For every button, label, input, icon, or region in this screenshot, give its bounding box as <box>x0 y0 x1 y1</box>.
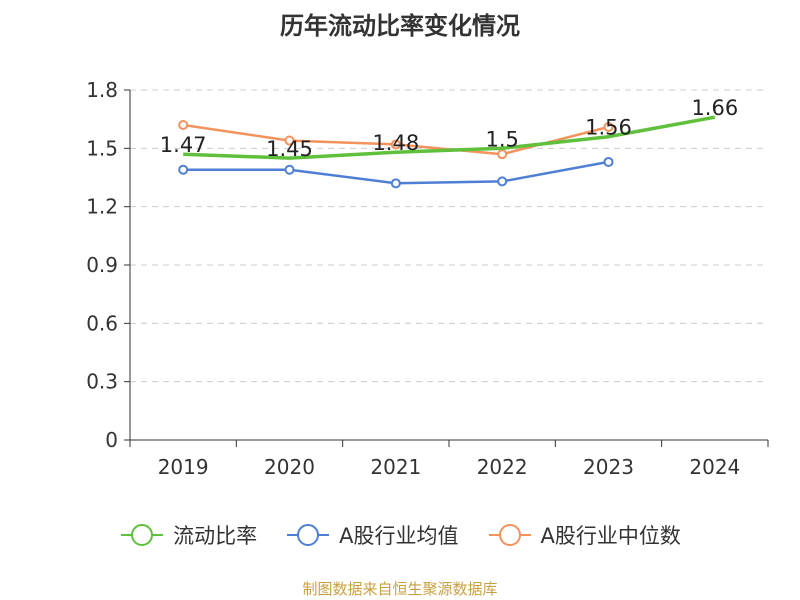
legend-swatch-industry-median <box>488 524 531 546</box>
series-2-point-2020 <box>284 135 295 146</box>
x-tick-label-2020: 2020 <box>264 455 315 479</box>
legend: 流动比率 A股行业均值 A股行业中位数 <box>0 520 800 550</box>
data-label-2024: 1.66 <box>691 96 738 120</box>
series-2-point-2021 <box>390 139 401 150</box>
x-tick-label-2019: 2019 <box>158 455 209 479</box>
source-note: 制图数据来自恒生聚源数据库 <box>302 580 498 598</box>
x-tick-label-2023: 2023 <box>583 455 634 479</box>
y-tick-label-6: 1.8 <box>86 78 118 102</box>
data-label-2019: 1.47 <box>160 133 207 157</box>
legend-swatch-industry-mean <box>287 524 330 546</box>
legend-label-industry-mean: A股行业均值 <box>339 524 459 548</box>
y-tick-label-3: 0.9 <box>86 253 118 277</box>
series-2-point-2019 <box>178 120 189 130</box>
legend-item-current-ratio[interactable]: 流动比率 <box>119 520 257 550</box>
data-label-2023: 1.56 <box>585 116 632 140</box>
y-tick-label-2: 0.6 <box>86 311 118 335</box>
y-tick-label-5: 1.5 <box>86 136 118 160</box>
chart-title: 历年流动比率变化情况 <box>280 12 520 40</box>
legend-swatch-current-ratio <box>121 524 164 546</box>
series-2-point-2022 <box>497 149 508 160</box>
series-1-point-2023 <box>603 156 614 167</box>
data-label-2022: 1.5 <box>485 127 518 151</box>
series-2-point-2023 <box>603 121 614 132</box>
data-label-2021: 1.48 <box>372 131 419 155</box>
y-tick-label-0: 0 <box>105 428 118 452</box>
legend-item-industry-median[interactable]: A股行业中位数 <box>487 520 681 550</box>
series-1-point-2020 <box>284 164 295 175</box>
series-1-point-2021 <box>390 178 401 189</box>
series-1-point-2019 <box>178 164 189 175</box>
series-line-0 <box>183 115 716 160</box>
data-label-2020: 1.45 <box>266 137 313 161</box>
y-tick-label-1: 0.3 <box>86 370 118 394</box>
x-tick-label-2022: 2022 <box>477 455 528 479</box>
y-tick-label-4: 1.2 <box>86 195 118 219</box>
series-1-point-2022 <box>497 176 508 187</box>
x-tick-label-2021: 2021 <box>370 455 421 479</box>
x-tick-label-2024: 2024 <box>689 455 740 479</box>
legend-item-industry-mean[interactable]: A股行业均值 <box>285 520 459 550</box>
legend-label-industry-median: A股行业中位数 <box>540 524 681 548</box>
legend-label-current-ratio: 流动比率 <box>173 524 258 548</box>
